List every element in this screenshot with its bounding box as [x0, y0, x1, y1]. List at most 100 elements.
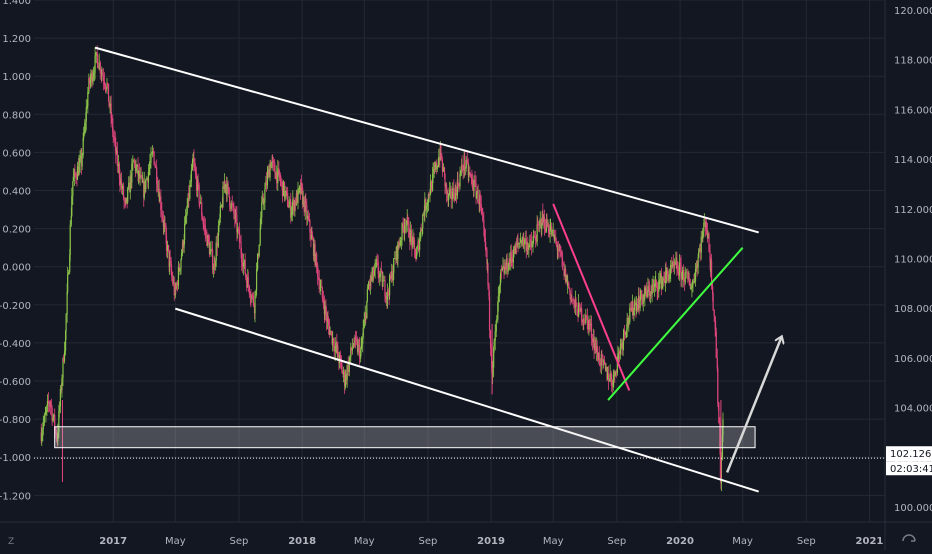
candle-body — [577, 303, 580, 318]
candle-body — [331, 331, 333, 344]
candle-body — [609, 380, 611, 382]
x-tick-label: Sep — [230, 536, 249, 547]
candle-body — [681, 272, 683, 280]
candle-body — [242, 261, 244, 267]
x-tick-label: Sep — [797, 536, 816, 547]
candle-body — [622, 341, 624, 349]
candle-body — [459, 171, 462, 175]
left-tick-label: 0.400 — [2, 187, 31, 198]
candle-body — [420, 229, 422, 232]
candle-body — [201, 215, 203, 221]
candle-body — [167, 245, 170, 251]
candle-body — [111, 118, 113, 120]
candle-body — [321, 287, 323, 298]
candle-body — [306, 205, 308, 219]
candle-body — [103, 81, 105, 85]
candle-body — [290, 201, 292, 218]
candle-body — [161, 214, 163, 220]
candle-body — [499, 275, 501, 286]
candle-body — [690, 287, 692, 289]
candle-body — [62, 358, 64, 379]
candle-body — [194, 168, 197, 175]
candle-body — [605, 366, 607, 371]
candle-body — [532, 237, 535, 242]
candle-body — [659, 278, 661, 281]
candle-body — [194, 163, 196, 169]
candle-body — [668, 274, 670, 282]
candle-body — [131, 163, 133, 183]
candle-body — [425, 206, 427, 210]
candle-body — [360, 347, 362, 351]
candle-body — [377, 262, 379, 274]
candle-body — [703, 222, 705, 232]
candle-body — [538, 224, 540, 226]
candle-body — [696, 264, 698, 268]
candle-body — [191, 161, 193, 171]
candle-body — [398, 242, 400, 246]
candle-body — [393, 258, 395, 273]
right-tick-label: 114.000 — [894, 155, 932, 166]
candle-body — [341, 364, 343, 374]
x-tick-label: May — [543, 536, 564, 547]
candle-body — [42, 422, 44, 430]
candle-body — [210, 249, 212, 251]
candle-body — [282, 181, 285, 197]
settings-gear-icon[interactable] — [902, 534, 916, 542]
candle-body — [534, 237, 537, 241]
candle-body — [552, 230, 554, 231]
candle-body — [399, 244, 401, 246]
candle-body — [557, 249, 559, 251]
candle-body — [239, 241, 241, 243]
candle-body — [707, 233, 709, 239]
candle-body — [380, 269, 382, 273]
candle-body — [450, 189, 452, 200]
candle-body — [682, 269, 684, 273]
candle-body — [255, 290, 257, 292]
candle-body — [549, 228, 551, 235]
candle-body — [415, 258, 417, 260]
candle-body — [87, 92, 89, 107]
candle-body — [69, 254, 71, 273]
candle-body — [568, 282, 570, 289]
candle-body — [589, 324, 591, 326]
candle-body — [542, 212, 544, 223]
candle-body — [302, 187, 304, 205]
candle-body — [220, 205, 222, 207]
candle-body — [333, 337, 335, 347]
candle-body — [567, 282, 569, 285]
candle-body — [533, 237, 536, 239]
candle-body — [480, 203, 482, 209]
candle-body — [240, 241, 242, 254]
candle-body — [445, 184, 448, 194]
candle-body — [55, 430, 57, 439]
candle-body — [86, 106, 88, 108]
candle-body — [609, 373, 611, 381]
candle-body — [441, 157, 443, 160]
candle-body — [482, 214, 484, 221]
candle-body — [219, 206, 221, 218]
price-label: 102.126 02:03:41 — [886, 446, 932, 476]
zoom-icon[interactable]: Z — [8, 537, 14, 547]
candle-body — [719, 423, 721, 448]
candle-body — [569, 288, 571, 291]
candle-body — [89, 79, 92, 84]
candle-body — [613, 370, 615, 381]
candle-body — [493, 347, 495, 368]
candle-body — [455, 187, 457, 191]
candle-body — [157, 188, 159, 190]
candle-body — [301, 182, 303, 188]
candle-body — [139, 174, 141, 179]
candle-body — [405, 225, 407, 227]
candle-body — [228, 187, 230, 197]
candle-body — [465, 159, 467, 169]
candle-body — [340, 359, 343, 365]
candle-body — [436, 166, 438, 170]
candle-body — [395, 246, 397, 260]
candle-body — [424, 199, 426, 216]
candle-body — [716, 358, 718, 369]
candle-body — [238, 229, 241, 242]
candle-body — [339, 355, 342, 360]
candle-body — [251, 295, 254, 297]
corner-controls: Z — [8, 534, 916, 547]
